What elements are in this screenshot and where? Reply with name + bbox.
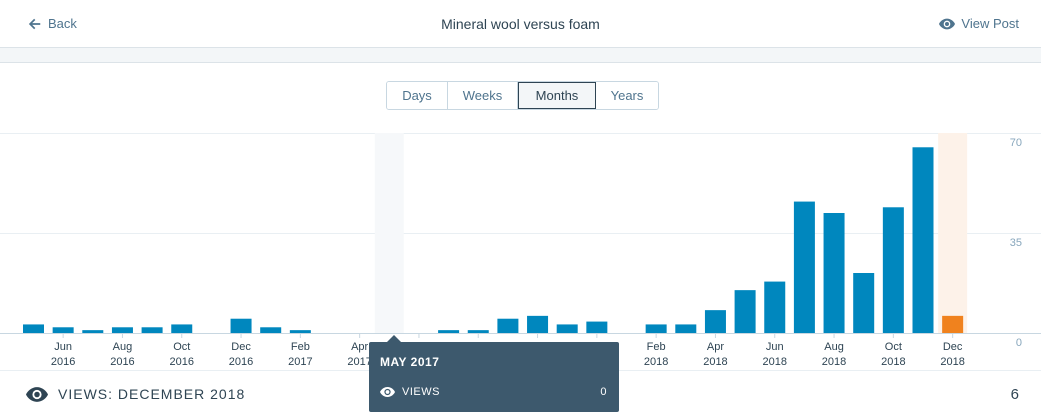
chart-bar[interactable] bbox=[438, 330, 460, 333]
page-header: Back Mineral wool versus foam View Post bbox=[0, 0, 1041, 48]
period-selector: Days Weeks Months Years bbox=[386, 81, 659, 110]
tooltip-metric: VIEWS bbox=[402, 386, 440, 398]
chart-bar[interactable] bbox=[823, 213, 845, 333]
x-tick-year: 2016 bbox=[51, 356, 75, 368]
x-tick-year: 2016 bbox=[170, 356, 194, 368]
tab-days[interactable]: Days bbox=[387, 82, 448, 109]
chart-tooltip: MAY 2017 VIEWS 0 bbox=[369, 335, 619, 412]
page-title: Mineral wool versus foam bbox=[441, 16, 600, 32]
x-tick-year: 2017 bbox=[347, 356, 371, 368]
summary-label: Views: December 2018 bbox=[58, 386, 246, 402]
view-post-label: View Post bbox=[961, 16, 1019, 31]
x-tick-year: 2016 bbox=[110, 356, 134, 368]
chart-bar[interactable] bbox=[141, 327, 163, 333]
x-tick-year: 2018 bbox=[822, 356, 846, 368]
x-tick-month: Dec bbox=[231, 341, 251, 353]
y-tick-label: 0 bbox=[1016, 337, 1022, 349]
arrow-left-icon bbox=[28, 18, 41, 29]
tooltip-title: MAY 2017 bbox=[380, 355, 440, 369]
x-tick-year: 2018 bbox=[703, 356, 727, 368]
tooltip-value: 0 bbox=[600, 386, 607, 398]
chart-bar[interactable] bbox=[467, 330, 489, 333]
x-tick-month: Jun bbox=[54, 341, 72, 353]
x-tick-month: Aug bbox=[824, 341, 844, 353]
tooltip-arrow bbox=[387, 335, 401, 342]
chart-bar[interactable] bbox=[82, 330, 104, 333]
y-tick-label: 70 bbox=[1010, 137, 1022, 149]
chart-bar[interactable] bbox=[497, 318, 519, 333]
chart-bar[interactable] bbox=[586, 321, 608, 333]
x-tick-month: Aug bbox=[113, 341, 133, 353]
chart-bar[interactable] bbox=[289, 330, 311, 333]
x-tick-month: Oct bbox=[173, 341, 190, 353]
y-tick-label: 35 bbox=[1010, 237, 1022, 249]
eye-icon bbox=[939, 18, 956, 29]
views-bar-chart: 70 35 0 Jun 2016 Aug 2016 Oct 2016 Dec 2016 Feb 2017… bbox=[0, 133, 1041, 368]
x-tick-year: 2018 bbox=[881, 356, 905, 368]
chart-bar[interactable] bbox=[171, 324, 193, 333]
chart-bar[interactable] bbox=[942, 315, 964, 333]
x-tick-year: 2018 bbox=[763, 356, 787, 368]
x-tick-month: Apr bbox=[351, 341, 368, 353]
x-tick-year: 2018 bbox=[940, 356, 964, 368]
chart-bar[interactable] bbox=[556, 324, 578, 333]
chart-bar[interactable] bbox=[52, 327, 74, 333]
x-tick-year: 2016 bbox=[229, 356, 253, 368]
view-post-button[interactable]: View Post bbox=[939, 16, 1019, 31]
chart-bar[interactable] bbox=[882, 207, 904, 333]
chart-bar[interactable] bbox=[675, 324, 697, 333]
summary-count: 6 bbox=[1010, 386, 1019, 403]
tab-months[interactable]: Months bbox=[518, 82, 596, 109]
tab-weeks[interactable]: Weeks bbox=[448, 82, 518, 109]
chart-bar[interactable] bbox=[912, 147, 934, 333]
chart-bar[interactable] bbox=[230, 318, 252, 333]
x-tick-month: Feb bbox=[647, 341, 666, 353]
chart-bar[interactable] bbox=[853, 273, 875, 333]
back-label: Back bbox=[48, 16, 77, 31]
x-tick-month: Apr bbox=[707, 341, 724, 353]
tooltip-row: VIEWS 0 bbox=[380, 386, 607, 398]
chart-bar[interactable] bbox=[734, 290, 756, 333]
chart-bar[interactable] bbox=[764, 281, 786, 333]
x-tick-month: Oct bbox=[885, 341, 902, 353]
eye-icon bbox=[380, 387, 395, 397]
x-tick-month: Jun bbox=[766, 341, 784, 353]
chart-bar[interactable] bbox=[23, 324, 44, 333]
selected-band bbox=[938, 133, 968, 333]
chart-bar[interactable] bbox=[260, 327, 282, 333]
chart-bar[interactable] bbox=[111, 327, 133, 333]
x-tick-year: 2017 bbox=[288, 356, 312, 368]
hover-band bbox=[374, 133, 404, 333]
tab-years[interactable]: Years bbox=[596, 82, 658, 109]
eye-icon bbox=[26, 387, 48, 402]
chart-bar[interactable] bbox=[793, 201, 815, 333]
chart-bar[interactable] bbox=[704, 310, 726, 333]
x-tick-month: Dec bbox=[943, 341, 963, 353]
x-tick-month: Feb bbox=[291, 341, 310, 353]
chart-bar[interactable] bbox=[527, 315, 549, 333]
chart-bar[interactable] bbox=[645, 324, 667, 333]
back-button[interactable]: Back bbox=[28, 16, 77, 31]
x-tick-year: 2018 bbox=[644, 356, 668, 368]
